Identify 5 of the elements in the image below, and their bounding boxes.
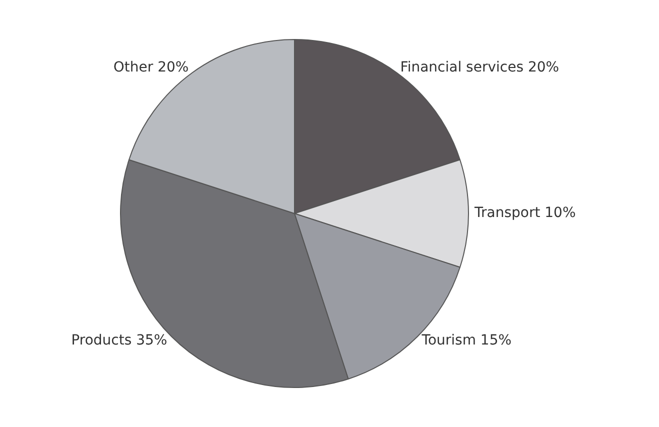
slice-label: Other 20%: [113, 60, 189, 76]
slice-label: Financial services 20%: [400, 60, 560, 76]
slice-label: Products 35%: [71, 332, 168, 348]
slice-label: Transport 10%: [474, 205, 576, 222]
slice-label: Tourism 15%: [420, 332, 512, 348]
